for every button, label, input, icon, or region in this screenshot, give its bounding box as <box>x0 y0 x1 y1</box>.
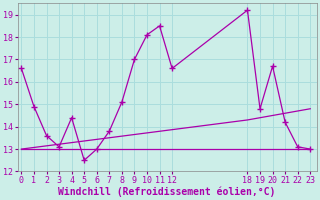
X-axis label: Windchill (Refroidissement éolien,°C): Windchill (Refroidissement éolien,°C) <box>58 186 276 197</box>
